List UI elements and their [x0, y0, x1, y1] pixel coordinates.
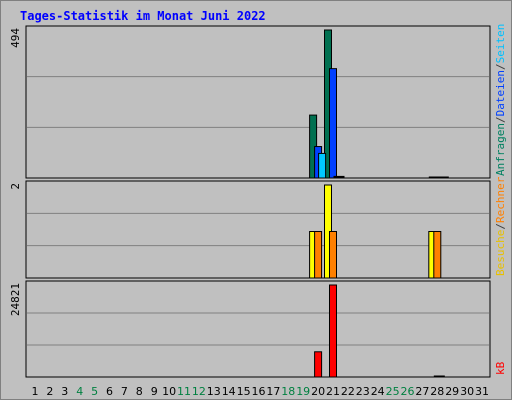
bar-visits-rechner-day-21	[329, 231, 337, 279]
panel-kbytes-max-label: 24821	[9, 283, 22, 316]
panel-hits-legend: Anfragen/Dateien/Seiten	[494, 24, 507, 176]
x-tick-day-13: 13	[207, 385, 221, 398]
legend-item-: /	[494, 116, 507, 123]
x-tick-day-1: 1	[32, 385, 39, 398]
legend-item-dateien: Dateien	[494, 70, 507, 116]
x-tick-day-16: 16	[252, 385, 266, 398]
x-tick-day-2: 2	[46, 385, 53, 398]
x-tick-day-7: 7	[121, 385, 128, 398]
x-tick-day-14: 14	[222, 385, 236, 398]
x-tick-day-12: 12	[192, 385, 206, 398]
panel-visits-max-label: 2	[9, 183, 22, 190]
panel-visits: 2 Besuche/Rechner	[9, 176, 507, 279]
bar-hits-seiten-day-21	[333, 175, 345, 178]
legend-item-besuche: Besuche	[494, 230, 507, 276]
x-tick-day-17: 17	[266, 385, 280, 398]
x-tick-day-21: 21	[326, 385, 340, 398]
panel-visits-plot-area	[25, 180, 491, 279]
chart-title: Tages-Statistik im Monat Juni 2022	[20, 9, 266, 23]
bar-visits-rechner-day-20	[314, 231, 323, 279]
x-tick-day-18: 18	[281, 385, 295, 398]
legend-item-: /	[494, 63, 507, 70]
x-tick-day-27: 27	[415, 385, 429, 398]
x-tick-day-20: 20	[311, 385, 325, 398]
bar-hits-seiten-day-28	[437, 176, 449, 178]
panel-kbytes-legend: kB	[494, 361, 507, 375]
legend-item-anfragen: Anfragen	[494, 123, 507, 176]
legend-item-seiten: Seiten	[494, 24, 507, 64]
panel-kbytes-plot-area	[25, 280, 491, 378]
bar-kbytes-kb-day-21	[329, 284, 337, 378]
x-tick-day-22: 22	[341, 385, 355, 398]
chart-panels: 494Anfragen/Dateien/Seiten2Besuche/Rechn…	[9, 24, 507, 378]
panel-kbytes: 24821 kB	[9, 280, 507, 378]
panel-visits-legend: Besuche/Rechner	[494, 176, 507, 276]
x-tick-day-15: 15	[237, 385, 251, 398]
bar-visits-rechner-day-28	[433, 231, 442, 279]
x-tick-day-11: 11	[177, 385, 191, 398]
bar-kbytes-kb-day-20	[314, 351, 323, 378]
bar-hits-dateien-day-21	[329, 68, 337, 179]
x-tick-day-29: 29	[445, 385, 459, 398]
x-tick-day-10: 10	[162, 385, 176, 398]
x-tick-day-3: 3	[61, 385, 68, 398]
x-tick-day-6: 6	[106, 385, 113, 398]
panel-hits-plot-area	[25, 25, 491, 179]
x-tick-day-30: 30	[460, 385, 474, 398]
legend-item-rechner: Rechner	[494, 176, 507, 223]
x-tick-day-23: 23	[356, 385, 370, 398]
x-tick-day-31: 31	[475, 385, 489, 398]
bar-hits-seiten-day-20	[318, 152, 327, 179]
legend-item-: /	[494, 223, 507, 230]
x-axis-ticks: 1 2 3 4 5 6 7 8 9 10 11 12 13 14 15 16 17 18 19 20 21 22 23 24 2…	[32, 385, 490, 398]
x-tick-day-8: 8	[136, 385, 143, 398]
panel-hits-max-label: 494	[9, 28, 22, 48]
x-tick-day-28: 28	[430, 385, 444, 398]
legend-item-kb: kB	[494, 361, 507, 375]
x-tick-day-24: 24	[371, 385, 385, 398]
x-tick-day-25: 25	[386, 385, 400, 398]
bar-kbytes-kb-day-28	[433, 375, 445, 377]
x-tick-day-5: 5	[91, 385, 98, 398]
x-tick-day-9: 9	[151, 385, 158, 398]
x-tick-day-4: 4	[76, 385, 83, 398]
x-tick-day-26: 26	[401, 385, 415, 398]
x-tick-day-19: 19	[296, 385, 310, 398]
